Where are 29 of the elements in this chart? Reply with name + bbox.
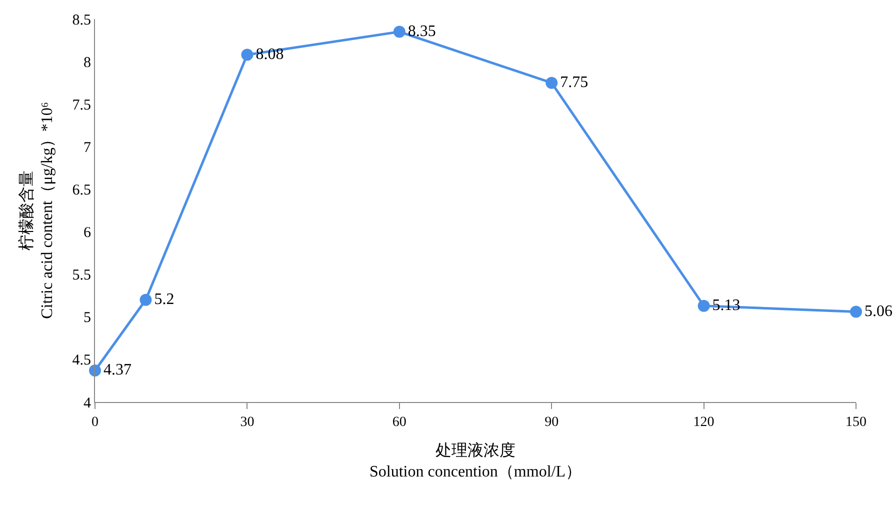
x-tick-label: 30 bbox=[240, 414, 254, 430]
y-tick-label: 5 bbox=[84, 310, 91, 326]
point bbox=[546, 76, 558, 89]
x-tick-label: 150 bbox=[846, 414, 866, 430]
point bbox=[393, 26, 406, 38]
y-tick-label: 5.5 bbox=[72, 268, 91, 284]
x-tick-label: 60 bbox=[392, 414, 406, 430]
data-label: 4.37 bbox=[104, 362, 132, 379]
data-label: 8.35 bbox=[408, 22, 436, 40]
y-tick-label: 6 bbox=[84, 225, 92, 242]
x-tick-label: 90 bbox=[544, 414, 559, 430]
y-tick-label: 6.5 bbox=[72, 182, 91, 198]
point bbox=[698, 300, 710, 312]
data-label: 5.2 bbox=[154, 290, 174, 308]
data-label: 7.75 bbox=[560, 74, 588, 91]
y-tick-label: 7.5 bbox=[72, 97, 91, 114]
x-tick-label: 0 bbox=[92, 414, 98, 430]
y-axis-title: 柠檬酸含量 Citric acid content（μg/kg）*10⁶ bbox=[17, 102, 56, 319]
x-axis-title: 处理液浓度 Solution concention（mmol/L） bbox=[370, 442, 582, 480]
y-tick-label: 8 bbox=[84, 54, 91, 71]
x-tick-label: 120 bbox=[693, 414, 714, 430]
point bbox=[241, 48, 254, 61]
y-tick-label: 4 bbox=[84, 395, 92, 412]
point bbox=[140, 294, 152, 306]
point bbox=[850, 306, 862, 318]
data-label: 5.06 bbox=[864, 302, 892, 320]
y-tick-label: 7 bbox=[84, 140, 92, 156]
y-tick-label: 4.5 bbox=[72, 352, 91, 369]
y-tick-label: 8.5 bbox=[72, 12, 91, 28]
